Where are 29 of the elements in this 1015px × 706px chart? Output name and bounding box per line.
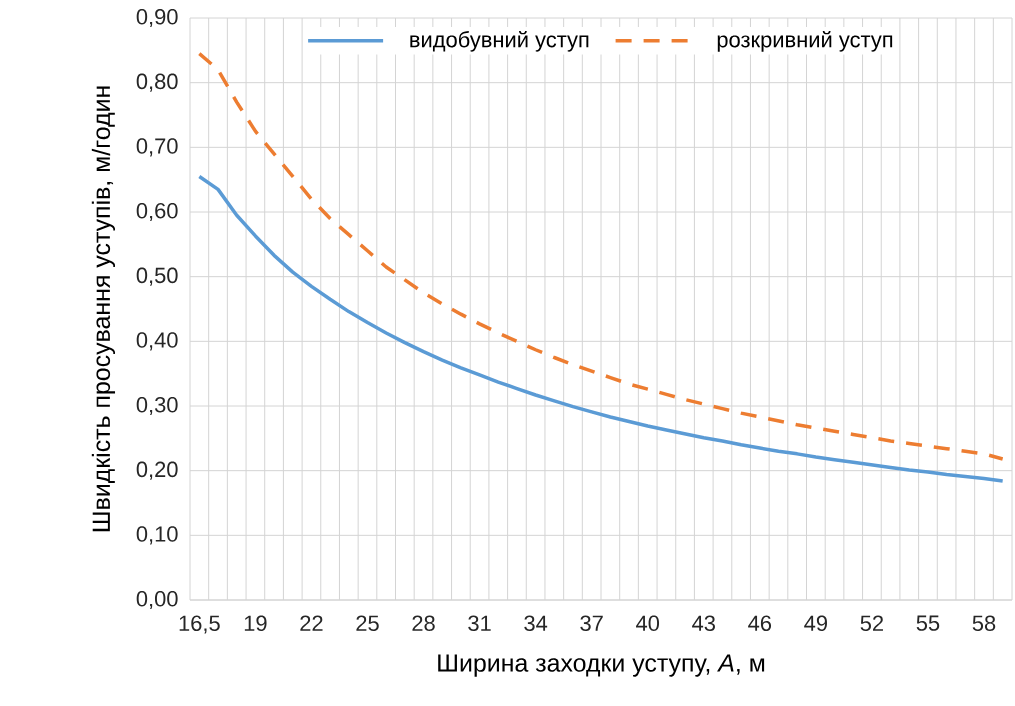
- y-tick-label: 0,20: [136, 461, 178, 480]
- y-tick-label: 0,70: [136, 138, 178, 157]
- x-tick-label: 22: [300, 615, 323, 631]
- y-tick-label: 0,10: [136, 526, 178, 545]
- y-axis-title: Швидкість просування уступів, м/годин: [91, 86, 116, 532]
- x-tick-label: 19: [244, 615, 267, 632]
- y-tick-label: 0,90: [136, 8, 178, 28]
- x-tick-label: 31: [468, 615, 491, 632]
- y-tick-label: 0,80: [136, 73, 178, 92]
- x-tick-label: 37: [580, 615, 603, 632]
- y-tick-label: 0,00: [136, 590, 178, 610]
- x-tick-label: 46: [748, 615, 772, 632]
- x-tick-label: 55: [916, 615, 940, 631]
- x-tick-label: 49: [804, 615, 827, 632]
- y-tick-label: 0,60: [136, 202, 178, 222]
- y-tick-label: 0,50: [136, 267, 178, 286]
- x-axis-title: Ширина заходки уступу, A, м: [438, 654, 765, 677]
- legend-label: видобувний уступ: [410, 30, 589, 52]
- x-tick-label: 43: [692, 615, 715, 632]
- x-tick-label: 25: [356, 615, 379, 632]
- y-tick-label: 0,40: [136, 332, 178, 351]
- x-tick-label: 52: [860, 615, 883, 632]
- x-tick-label: 34: [524, 615, 548, 632]
- x-tick-label: 16,5: [179, 615, 220, 634]
- x-tick-label: 28: [412, 615, 435, 632]
- y-tick-label: 0,30: [136, 396, 178, 416]
- legend-label: розкривний уступ: [717, 30, 893, 52]
- x-tick-label: 58: [972, 615, 996, 632]
- x-tick-label: 40: [636, 615, 660, 632]
